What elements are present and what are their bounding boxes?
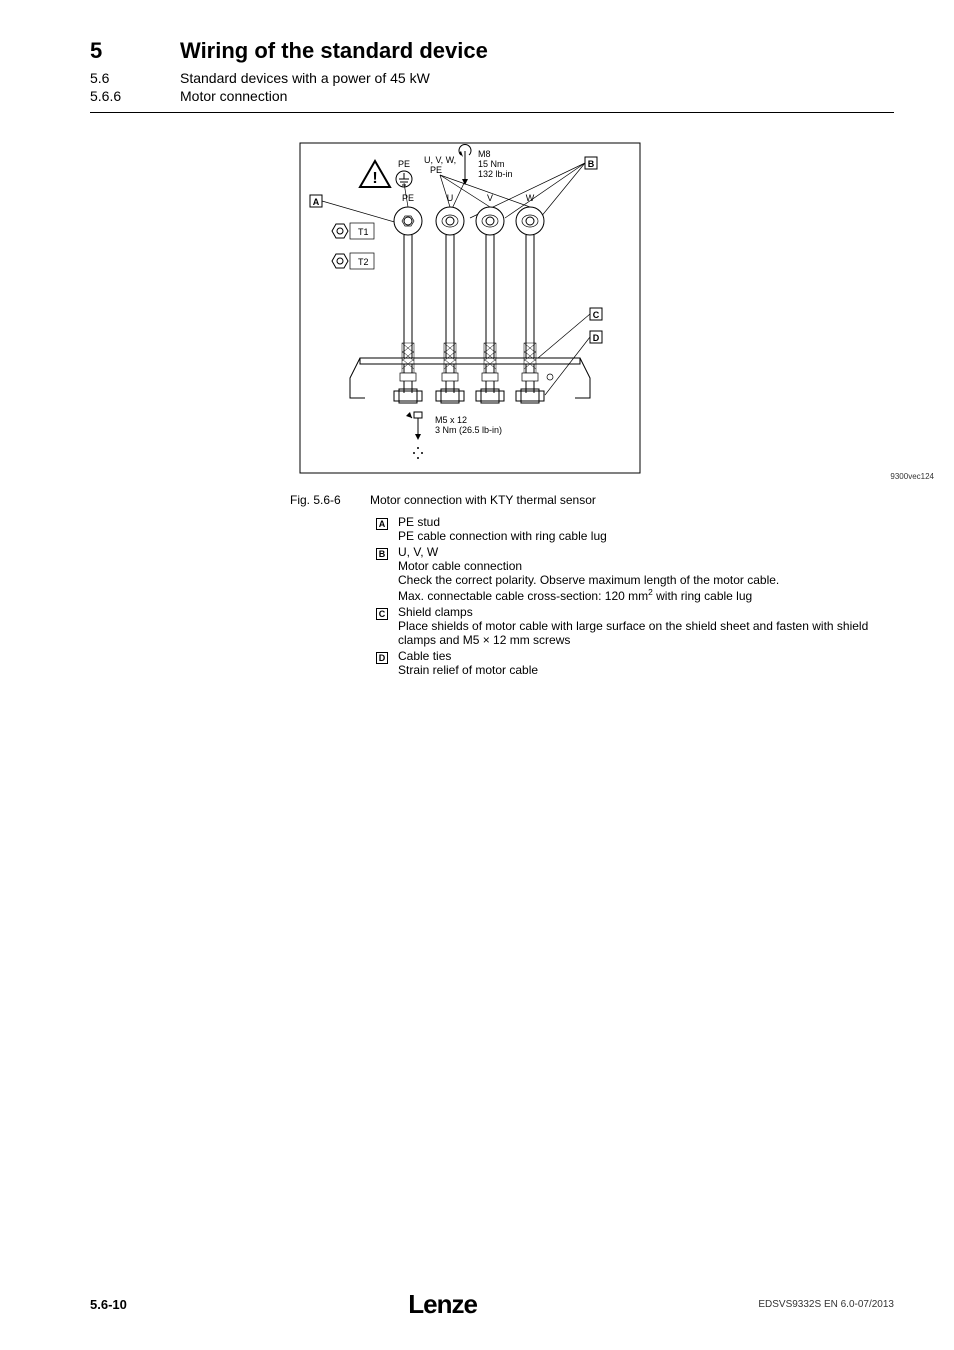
chapter-title: Wiring of the standard device [180, 38, 894, 64]
terminal-u-stud [436, 207, 464, 235]
figure-container: ! PE U, V, W, PE M8 15 Nm [290, 133, 894, 483]
caption-text: Motor connection with KTY thermal sensor [370, 493, 894, 507]
legend-title-c: Shield clamps [398, 605, 894, 619]
legend-desc-d: Strain relief of motor cable [398, 663, 894, 677]
legend-item-d: D Cable ties Strain relief of motor cabl… [376, 649, 894, 677]
label-v: V [487, 193, 493, 203]
header-divider [90, 112, 894, 113]
terminal-w-stud [516, 207, 544, 235]
subsection-number: 5.6.6 [90, 88, 180, 104]
callout-pe2: PE [430, 165, 442, 175]
callout-pe: PE [398, 159, 410, 169]
t2-terminal [332, 254, 348, 268]
legend-desc-c: Place shields of motor cable with large … [398, 619, 894, 647]
label-w: W [526, 193, 535, 203]
torque-m8: M8 [478, 149, 491, 159]
svg-text:!: ! [372, 170, 377, 187]
terminal-v-stud [476, 207, 504, 235]
torque-132lbin: 132 lb-in [478, 169, 513, 179]
figure-caption: Fig. 5.6-6 Motor connection with KTY the… [290, 493, 894, 507]
terminal-pe-stud [394, 207, 422, 235]
marker-b: B [588, 159, 595, 169]
legend-title-b: U, V, W [398, 545, 894, 559]
label-t1: T1 [358, 227, 369, 237]
legend: A PE stud PE cable connection with ring … [376, 515, 894, 677]
screw-spec: M5 x 12 [435, 415, 467, 425]
caption-label: Fig. 5.6-6 [290, 493, 370, 507]
figure-ref: 9300vec124 [890, 472, 934, 481]
legend-marker-a: A [376, 518, 388, 530]
legend-item-b: B U, V, W Motor cable connectionCheck th… [376, 545, 894, 603]
brand-logo: Lenze [408, 1289, 477, 1320]
subsection-title: Motor connection [180, 88, 894, 104]
callout-uvw: U, V, W, [424, 155, 456, 165]
page-header: 5 5.6 5.6.6 Wiring of the standard devic… [90, 38, 894, 104]
screw-torque: 3 Nm (26.5 lb-in) [435, 425, 502, 435]
page: 5 5.6 5.6.6 Wiring of the standard devic… [0, 0, 954, 1350]
wiring-diagram: ! PE U, V, W, PE M8 15 Nm [290, 133, 740, 483]
chapter-number: 5 [90, 38, 180, 64]
t1-terminal [332, 224, 348, 238]
section-title: Standard devices with a power of 45 kW [180, 70, 894, 86]
legend-desc-a: PE cable connection with ring cable lug [398, 529, 894, 543]
torque-15nm: 15 Nm [478, 159, 505, 169]
legend-marker-b: B [376, 548, 388, 560]
legend-item-a: A PE stud PE cable connection with ring … [376, 515, 894, 543]
legend-desc-b: Motor cable connectionCheck the correct … [398, 559, 894, 603]
legend-marker-d: D [376, 652, 388, 664]
document-id: EDSVS9332S EN 6.0-07/2013 [758, 1299, 894, 1310]
marker-a: A [313, 197, 320, 207]
label-u: U [447, 193, 454, 203]
header-titles: Wiring of the standard device Standard d… [180, 38, 894, 104]
legend-marker-c: C [376, 608, 388, 620]
marker-d: D [593, 333, 600, 343]
label-pe: PE [402, 193, 414, 203]
page-footer: 5.6-10 Lenze EDSVS9332S EN 6.0-07/2013 [90, 1289, 894, 1320]
legend-item-c: C Shield clamps Place shields of motor c… [376, 605, 894, 647]
header-numbers: 5 5.6 5.6.6 [90, 38, 180, 104]
label-t2: T2 [358, 257, 369, 267]
marker-c: C [593, 310, 600, 320]
legend-title-a: PE stud [398, 515, 894, 529]
section-number: 5.6 [90, 70, 180, 86]
legend-title-d: Cable ties [398, 649, 894, 663]
page-number: 5.6-10 [90, 1297, 127, 1312]
